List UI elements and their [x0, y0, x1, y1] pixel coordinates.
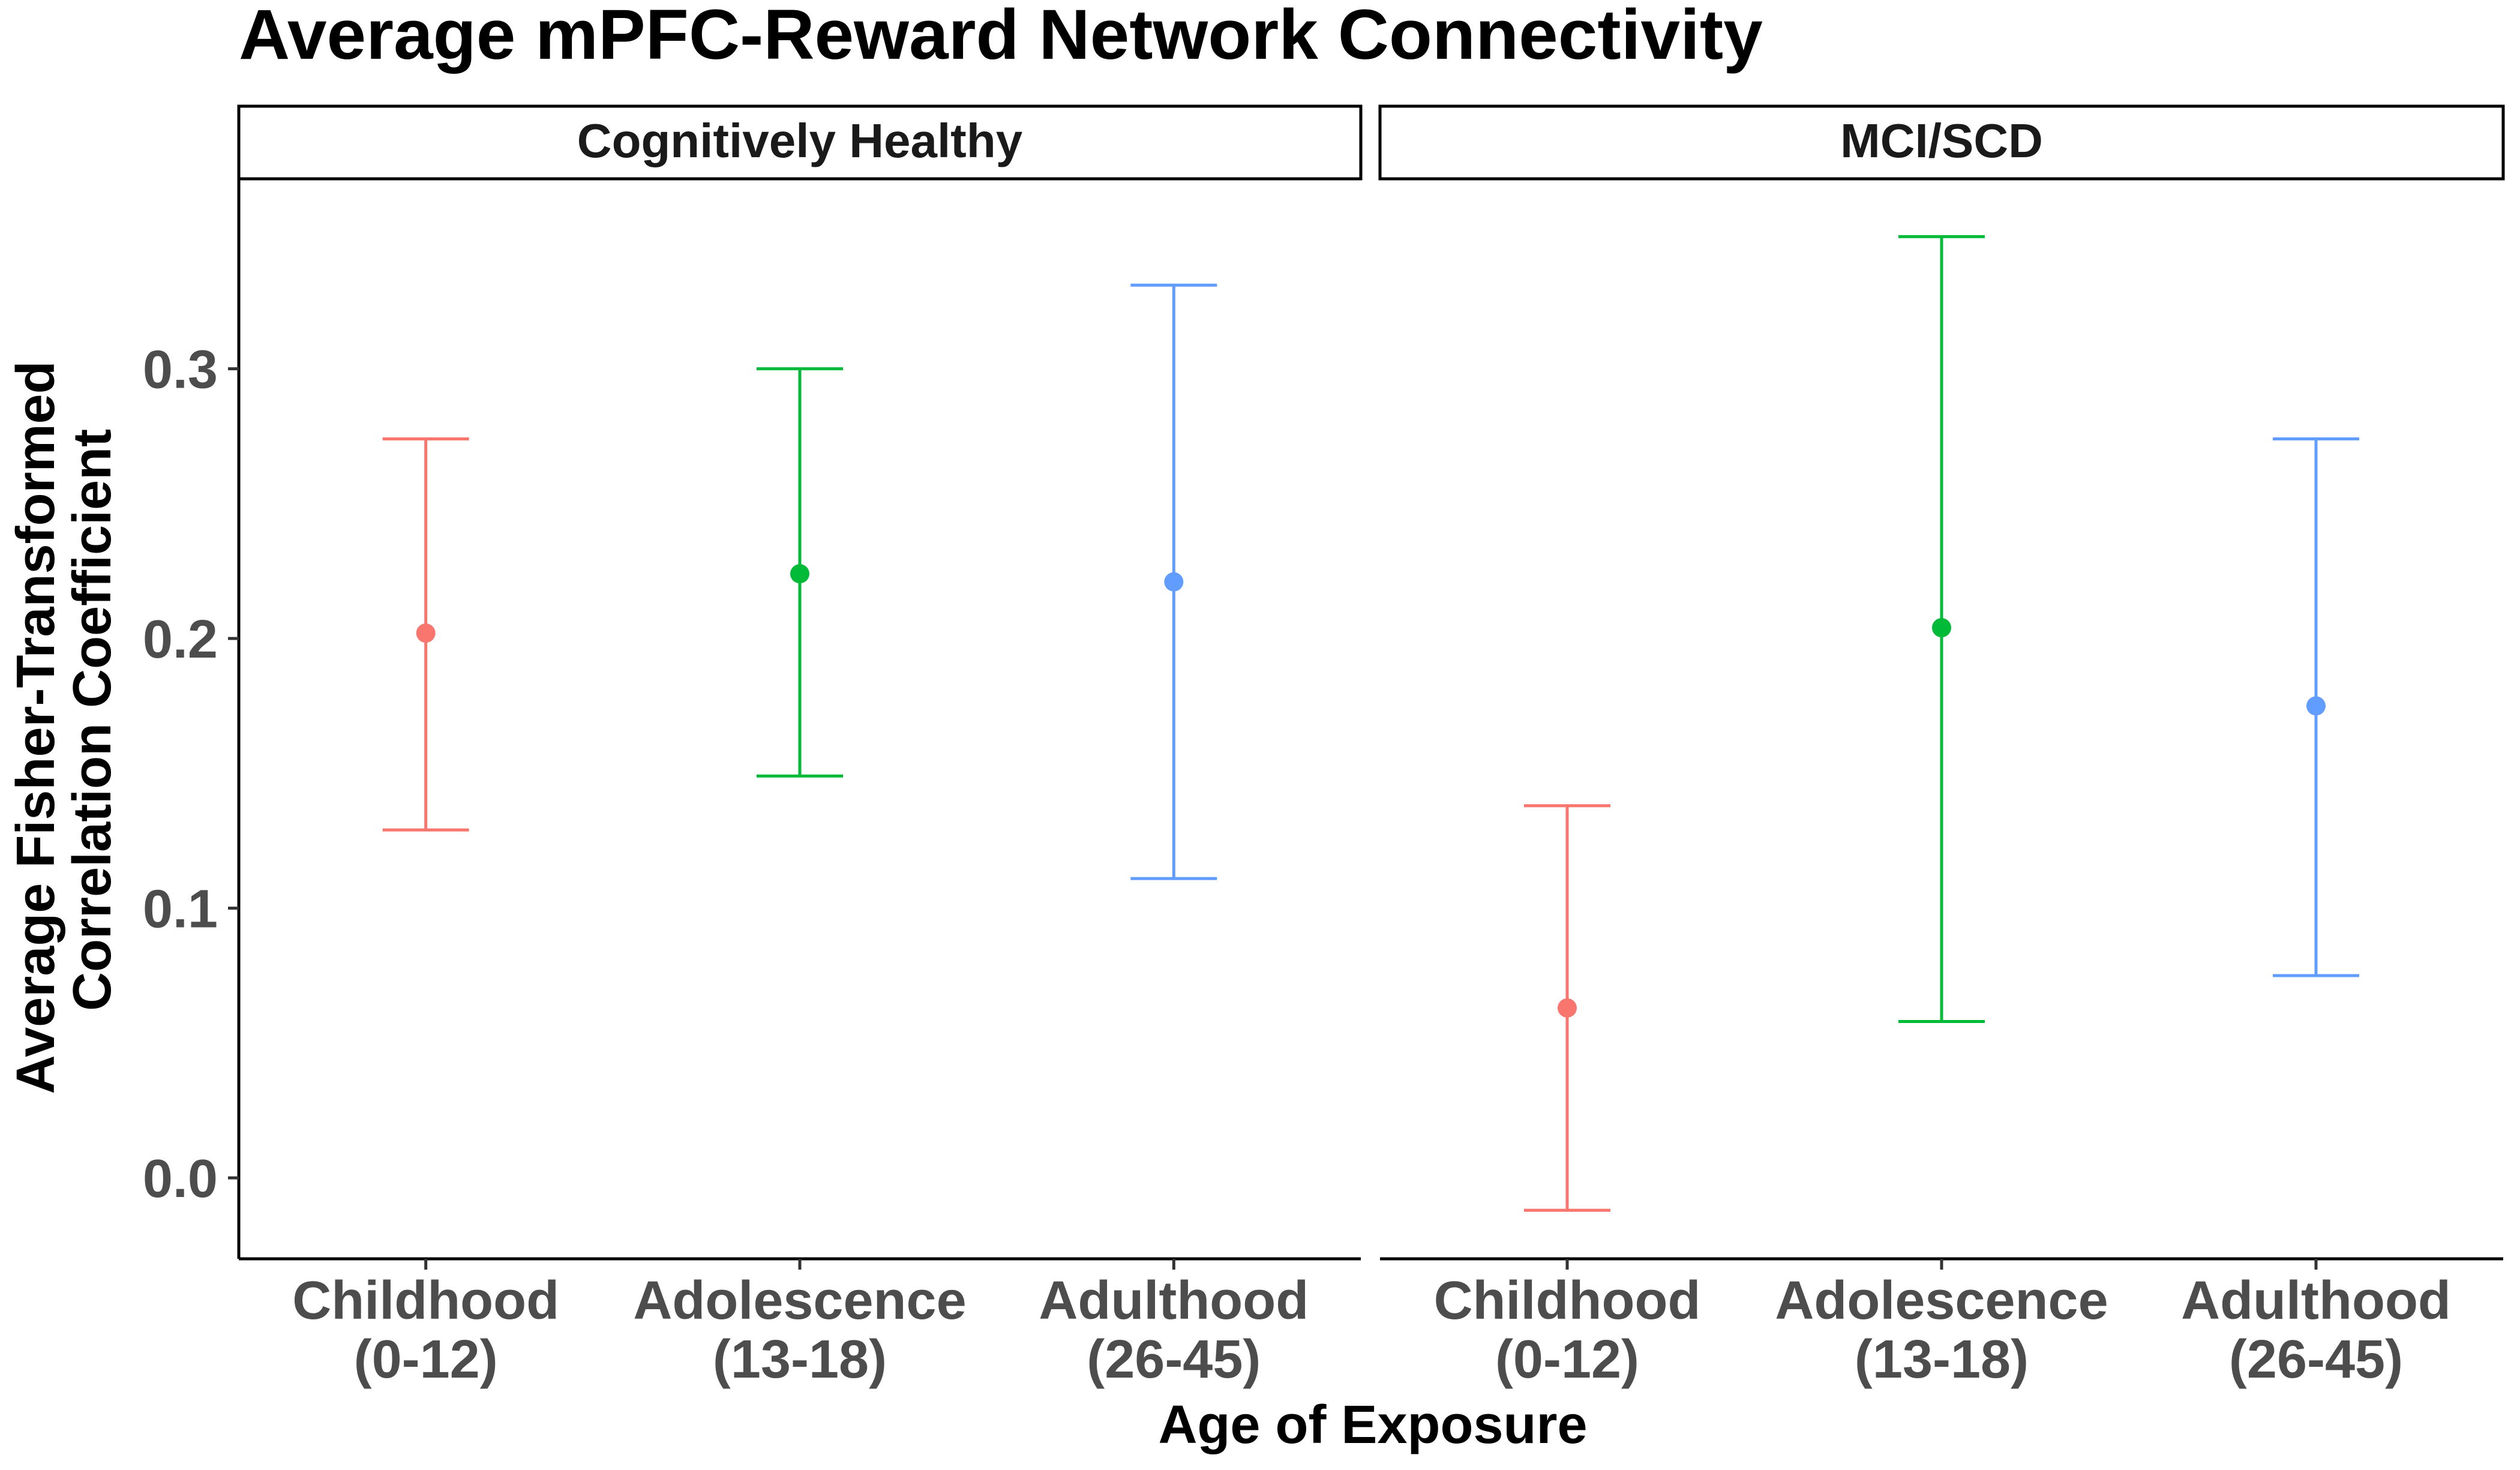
x-tick-label-line1: Childhood — [1434, 1271, 1701, 1331]
mean-point — [416, 623, 436, 643]
errorbar-2-1 — [1524, 804, 1610, 1212]
mean-point — [790, 564, 809, 584]
x-tick-label: Adolescence (13-18) — [1775, 1271, 2108, 1390]
x-axis-title: Age of Exposure — [1158, 1395, 1587, 1455]
y-tick-label: 0.2 — [143, 610, 218, 670]
facet-strip — [1378, 104, 2505, 181]
y-tick-label: 0.0 — [143, 1149, 218, 1209]
errorbar-1-2 — [757, 367, 843, 778]
x-tick-label-line1: Childhood — [292, 1271, 559, 1331]
panel-2: MCI/SCD Childhood (0-12) Adolescence (13-18)… — [1378, 104, 2505, 1390]
x-tick-label-line1: Adulthood — [1039, 1271, 1309, 1331]
facet-strip — [237, 104, 1363, 181]
y-axis-title-line2: Correlation Coefficient — [62, 429, 122, 1011]
mean-point — [1932, 618, 1951, 638]
x-tick-label-line2: (26-45) — [2229, 1330, 2403, 1390]
facet-strip-label: MCI/SCD — [1840, 114, 2043, 167]
x-tick-label: Adulthood (26-45) — [1039, 1271, 1309, 1390]
y-axis: 0.0 0.1 0.2 0.3 — [143, 340, 239, 1209]
y-axis-title-line1: Average Fisher-Transformed — [6, 361, 66, 1094]
mean-point — [1164, 572, 1184, 592]
y-axis-title: Average Fisher-Transformed Correlation C… — [6, 346, 122, 1094]
x-tick-label-line1: Adulthood — [2181, 1271, 2451, 1331]
panel-1: Cognitively Healthy Childhood (0-12) Adoles… — [237, 104, 1363, 1390]
errorbar-2-2 — [1898, 235, 1985, 1023]
x-tick-label-line2: (13-18) — [713, 1330, 887, 1390]
x-tick-label: Adulthood (26-45) — [2181, 1271, 2451, 1390]
errorbar-1-3 — [1130, 283, 1217, 880]
x-tick-label-line2: (0-12) — [354, 1330, 498, 1390]
mean-point — [1558, 998, 1577, 1018]
x-tick-label: Adolescence (13-18) — [633, 1271, 966, 1390]
x-tick-label: Childhood (0-12) — [1434, 1271, 1701, 1390]
x-tick-label-line1: Adolescence — [633, 1271, 966, 1331]
y-tick-label: 0.1 — [143, 880, 218, 940]
errorbar-1-1 — [382, 437, 469, 832]
x-tick-label-line2: (0-12) — [1495, 1330, 1639, 1390]
mean-point — [2306, 696, 2326, 716]
chart-title: Average mPFC-Reward Network Connectivity — [239, 0, 1763, 74]
x-tick-label-line1: Adolescence — [1775, 1271, 2108, 1331]
errorbar-2-3 — [2273, 437, 2359, 977]
x-tick-label: Childhood (0-12) — [292, 1271, 559, 1390]
x-tick-label-line2: (13-18) — [1855, 1330, 2029, 1390]
facet-strip-label: Cognitively Healthy — [577, 114, 1023, 167]
y-tick-label: 0.3 — [143, 340, 218, 400]
x-tick-label-line2: (26-45) — [1087, 1330, 1261, 1390]
